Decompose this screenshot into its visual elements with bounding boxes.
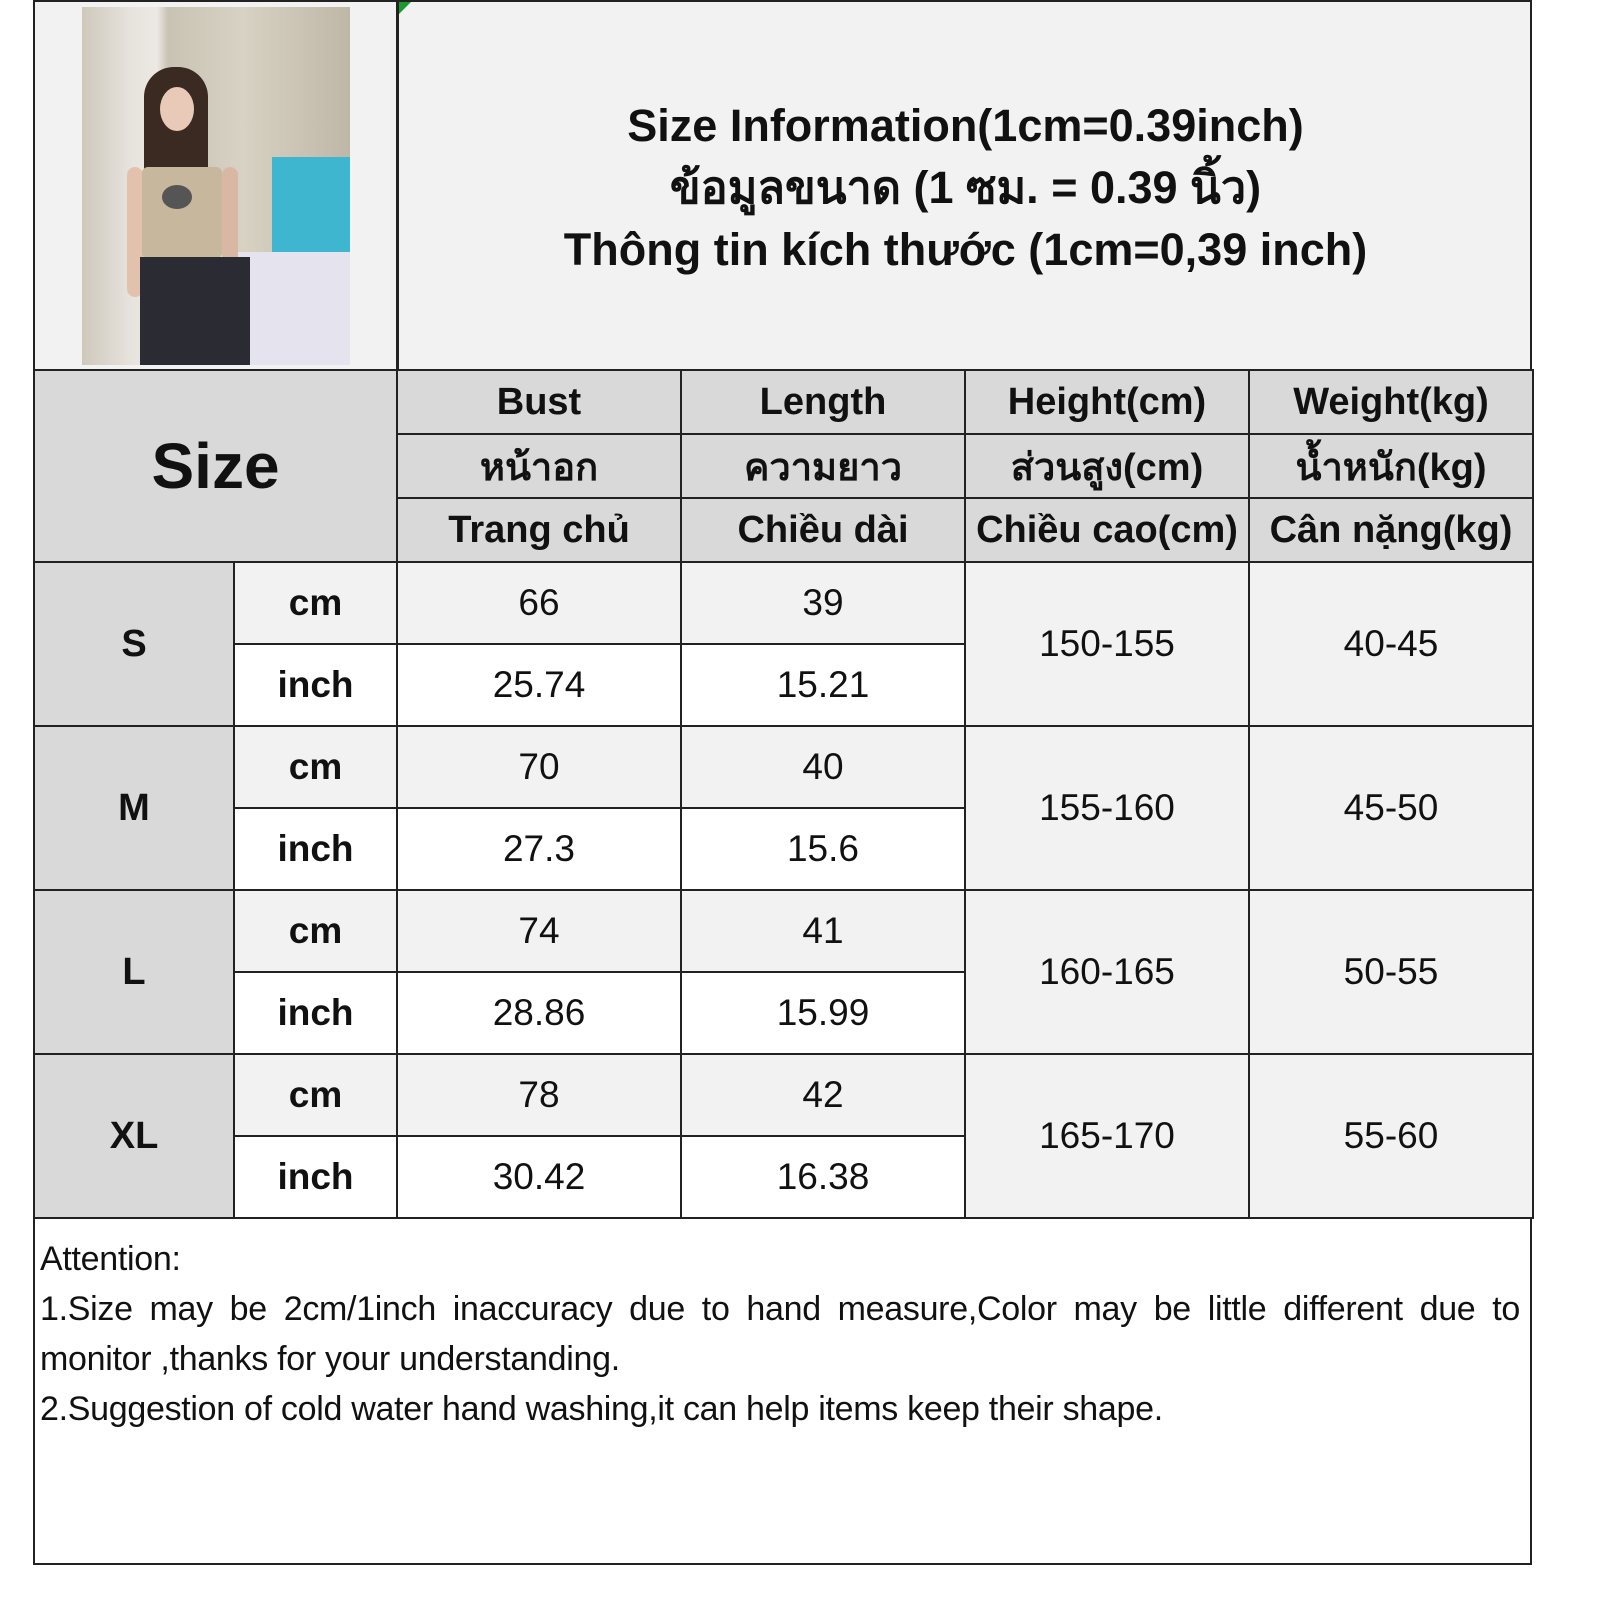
size-info-title: Size Information(1cm=0.39inch) ข้อมูลขนา… <box>399 95 1532 281</box>
weight-range: 50-55 <box>1248 889 1534 1055</box>
bust-cm: 78 <box>396 1053 682 1137</box>
length-inch: 15.99 <box>680 971 966 1055</box>
bust-inch: 30.42 <box>396 1135 682 1219</box>
height-range: 160-165 <box>964 889 1250 1055</box>
col-height-th: ส่วนสูง(cm) <box>964 433 1250 499</box>
col-bust-vi: Trang chủ <box>396 497 682 563</box>
notes-heading: Attention: <box>40 1240 181 1278</box>
unit-label: inch <box>233 971 398 1055</box>
divider <box>396 0 399 371</box>
col-height-vi: Chiều cao(cm) <box>964 497 1250 563</box>
bust-cm: 74 <box>396 889 682 973</box>
weight-range: 45-50 <box>1248 725 1534 891</box>
notes: Attention: 1.Size may be 2cm/1inch inacc… <box>40 1234 1520 1434</box>
bust-inch: 28.86 <box>396 971 682 1055</box>
table-row: inch 27.3 15.6 <box>34 807 1533 891</box>
table-row: S cm 66 39 150-155 40-45 <box>33 561 1534 727</box>
length-inch: 16.38 <box>680 1135 966 1219</box>
length-inch: 15.21 <box>680 643 966 727</box>
table-row: inch 28.86 15.99 <box>34 971 1533 1055</box>
unit-label: cm <box>233 1053 398 1137</box>
title-th: ข้อมูลขนาด (1 ซม. = 0.39 นิ้ว) <box>669 162 1262 213</box>
unit-label: inch <box>233 1135 398 1219</box>
length-cm: 42 <box>680 1053 966 1137</box>
title-vi: Thông tin kích thước (1cm=0,39 inch) <box>563 224 1368 275</box>
col-length-en: Length <box>680 369 966 435</box>
unit-label: inch <box>233 807 398 891</box>
size-label: XL <box>33 1053 235 1219</box>
size-label: S <box>33 561 235 727</box>
title-en: Size Information(1cm=0.39inch) <box>627 100 1304 151</box>
col-height-en: Height(cm) <box>964 369 1250 435</box>
cell-marker-icon <box>399 2 411 14</box>
col-bust-th: หน้าอก <box>396 433 682 499</box>
col-length-vi: Chiều dài <box>680 497 966 563</box>
col-weight-en: Weight(kg) <box>1248 369 1534 435</box>
size-label: M <box>33 725 235 891</box>
unit-label: cm <box>233 725 398 809</box>
length-cm: 40 <box>680 725 966 809</box>
table-row: L cm 74 41 160-165 50-55 <box>33 889 1534 1055</box>
unit-label: cm <box>233 889 398 973</box>
height-range: 155-160 <box>964 725 1250 891</box>
table-row: M cm 70 40 155-160 45-50 <box>33 725 1534 891</box>
note-item: 1.Size may be 2cm/1inch inaccuracy due t… <box>40 1290 1520 1378</box>
unit-label: cm <box>233 561 398 645</box>
table-row: inch 30.42 16.38 <box>34 1135 1533 1219</box>
col-weight-th: น้ำหนัก(kg) <box>1248 433 1534 499</box>
weight-range: 55-60 <box>1248 1053 1534 1219</box>
col-length-th: ความยาว <box>680 433 966 499</box>
bust-inch: 25.74 <box>396 643 682 727</box>
note-item: 2.Suggestion of cold water hand washing,… <box>40 1390 1163 1428</box>
product-photo <box>82 7 350 365</box>
size-table: Size Bust Length Height(cm) Weight(kg) ห… <box>33 369 1534 1219</box>
length-cm: 39 <box>680 561 966 645</box>
bust-inch: 27.3 <box>396 807 682 891</box>
length-cm: 41 <box>680 889 966 973</box>
height-range: 150-155 <box>964 561 1250 727</box>
col-bust-en: Bust <box>396 369 682 435</box>
size-label: L <box>33 889 235 1055</box>
size-header: Size <box>33 369 398 563</box>
length-inch: 15.6 <box>680 807 966 891</box>
unit-label: inch <box>233 643 398 727</box>
table-row: inch 25.74 15.21 <box>34 643 1533 727</box>
table-row: XL cm 78 42 165-170 55-60 <box>33 1053 1534 1219</box>
height-range: 165-170 <box>964 1053 1250 1219</box>
weight-range: 40-45 <box>1248 561 1534 727</box>
bust-cm: 70 <box>396 725 682 809</box>
bust-cm: 66 <box>396 561 682 645</box>
col-weight-vi: Cân nặng(kg) <box>1248 497 1534 563</box>
